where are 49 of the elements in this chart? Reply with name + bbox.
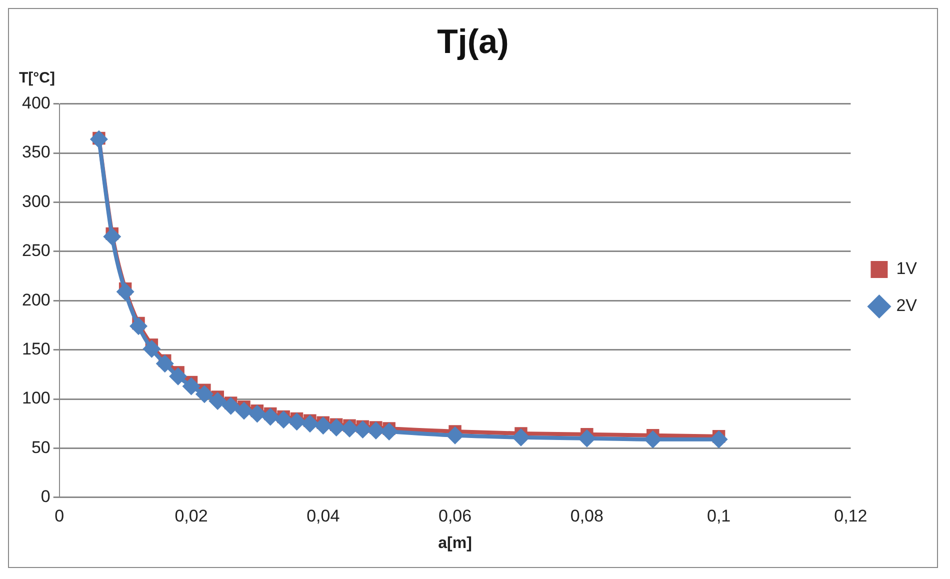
x-tick-label: 0,08 [570,506,604,526]
point [182,377,200,396]
x-tick-label: 0,06 [438,506,472,526]
point [130,317,148,336]
chart-title: Tj(a) [437,22,509,61]
point [710,430,728,448]
y-tick-label: 100 [22,388,50,408]
point [261,408,280,426]
point [644,430,662,448]
point [90,130,108,148]
x-tick-label: 0,02 [174,506,208,526]
point [354,420,372,439]
x-tick-label: 0,12 [834,506,868,526]
point [314,416,332,435]
point [366,421,385,440]
y-tick-label: 200 [22,290,50,310]
y-tick-label: 250 [22,241,50,260]
legend-label: 1V [896,259,918,278]
point [195,385,214,404]
point [288,412,306,431]
point [169,367,188,386]
x-tick-label: 0 [54,506,64,526]
x-axis-title: a[m] [438,534,472,552]
y-tick-label: 150 [22,339,50,358]
point [446,426,464,444]
y-axis-title: T[°C] [19,69,55,86]
y-tick-label: 50 [31,438,50,457]
point [116,282,134,301]
point [340,420,359,438]
point [208,392,227,410]
x-tick-label: 0,1 [706,506,731,526]
point [274,410,293,429]
y-tick-label: 350 [22,142,50,162]
y-tick-label: 300 [22,192,50,211]
point [103,228,122,246]
x-tick-label: 0,04 [306,506,340,526]
point [222,396,240,415]
y-tick-label: 400 [22,93,50,112]
point [248,404,266,423]
point [380,422,398,440]
point [300,414,319,433]
point [512,428,530,446]
point [156,354,174,373]
y-tick-label: 0 [40,487,50,506]
point [142,340,161,358]
point [235,402,254,420]
point [578,429,596,448]
legend-label: 2V [896,296,918,316]
point [327,418,346,437]
